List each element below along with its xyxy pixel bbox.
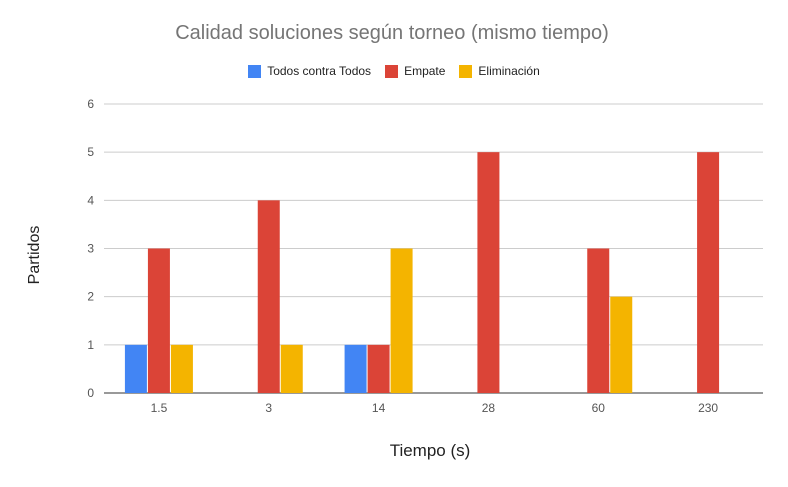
x-tick-label: 14 (372, 401, 386, 415)
bar-empate (147, 248, 170, 393)
chart-title: Calidad soluciones según torneo (mismo t… (175, 22, 609, 44)
legend-swatch-todos (248, 64, 262, 78)
legend-swatch-empate (385, 64, 399, 78)
bar-empate (367, 344, 390, 393)
y-tick-label: 1 (87, 338, 94, 352)
legend: Todos contra Todos Empate Eliminación (0, 64, 788, 78)
bar-empate (477, 152, 500, 393)
x-tick-label: 230 (698, 401, 718, 415)
x-tick-label: 60 (592, 401, 606, 415)
x-tick-label: 3 (265, 401, 272, 415)
y-tick-label: 2 (87, 290, 94, 304)
bar-eliminación (280, 344, 303, 393)
legend-label-eliminacion: Eliminación (478, 64, 540, 78)
legend-item-empate[interactable]: Empate (385, 64, 445, 78)
y-tick-label: 4 (87, 193, 94, 207)
legend-label-empate: Empate (404, 64, 446, 78)
y-tick-label: 6 (87, 97, 94, 111)
legend-label-todos: Todos contra Todos (267, 64, 372, 78)
bar-todos-contra-todos (124, 344, 147, 393)
x-tick-label: 28 (482, 401, 496, 415)
y-tick-label: 5 (87, 145, 94, 159)
y-tick-label: 0 (87, 386, 94, 400)
y-tick-label: 3 (87, 242, 94, 256)
legend-item-eliminacion[interactable]: Eliminación (459, 64, 540, 78)
x-axis-label: Tiempo (s) (389, 441, 471, 460)
bar-empate (697, 152, 720, 393)
bar-empate (257, 200, 280, 393)
bar-eliminación (610, 296, 633, 393)
bar-empate (587, 248, 610, 393)
legend-swatch-eliminacion (459, 64, 473, 78)
legend-item-todos[interactable]: Todos contra Todos (248, 64, 371, 78)
bar-eliminación (170, 344, 193, 393)
x-tick-label: 1.5 (151, 401, 168, 415)
bar-eliminación (390, 248, 413, 393)
bar-todos-contra-todos (344, 344, 367, 393)
